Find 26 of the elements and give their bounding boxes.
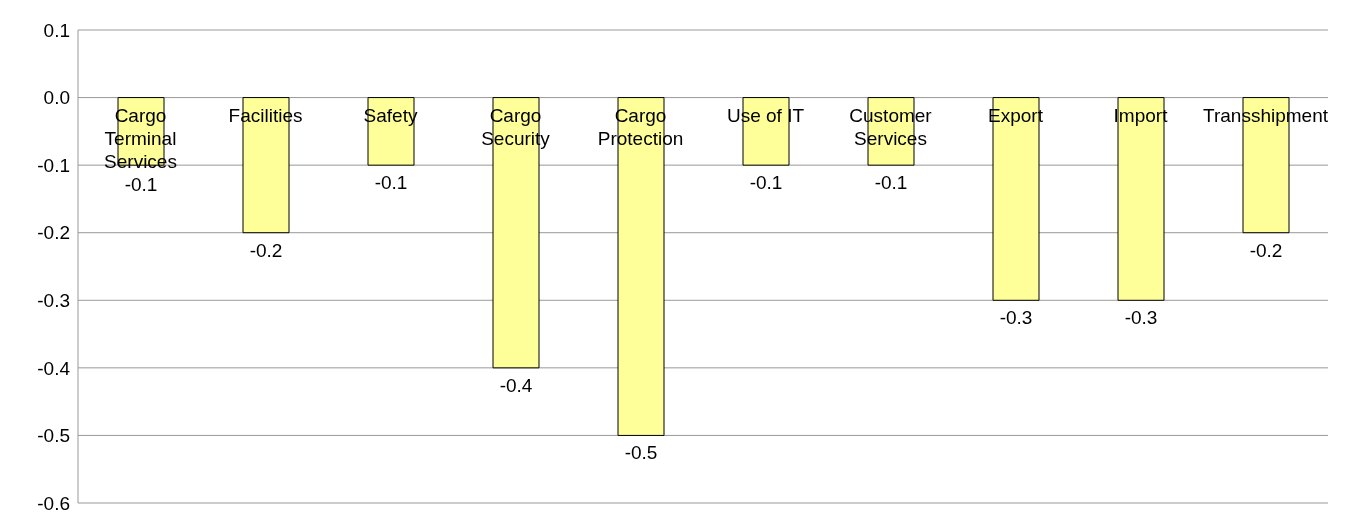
- y-tick-label: -0.3: [37, 290, 70, 312]
- x-tick-label: Export: [988, 104, 1044, 126]
- data-label: -0.1: [374, 172, 408, 194]
- y-tick-label: -0.2: [37, 222, 70, 244]
- data-label: -0.4: [499, 374, 533, 396]
- y-tick-label: -0.4: [37, 357, 71, 379]
- x-tick-label: Use of IT: [726, 104, 805, 126]
- data-label: -0.3: [1124, 307, 1158, 329]
- y-tick-label: 0.1: [43, 19, 70, 41]
- y-tick-label: -0.1: [37, 154, 70, 176]
- x-tick-label: Facilities: [228, 104, 303, 126]
- y-tick-label: -0.6: [37, 492, 70, 514]
- data-label: -0.5: [624, 442, 658, 464]
- data-label: -0.2: [1249, 239, 1283, 261]
- y-tick-label: 0.0: [43, 87, 70, 109]
- data-label: -0.3: [999, 307, 1033, 329]
- data-label: -0.1: [874, 172, 908, 194]
- x-tick-label: Cargo Security: [481, 104, 551, 149]
- data-label: -0.1: [749, 172, 783, 194]
- data-label: -0.1: [124, 173, 158, 195]
- x-tick-label: Cargo Protection: [597, 104, 684, 149]
- data-label: -0.2: [249, 239, 283, 261]
- x-tick-label: Safety: [363, 104, 418, 126]
- x-tick-label: Customer Services: [849, 104, 933, 149]
- x-tick-label: Import: [1113, 104, 1169, 126]
- y-tick-label: -0.5: [37, 425, 70, 447]
